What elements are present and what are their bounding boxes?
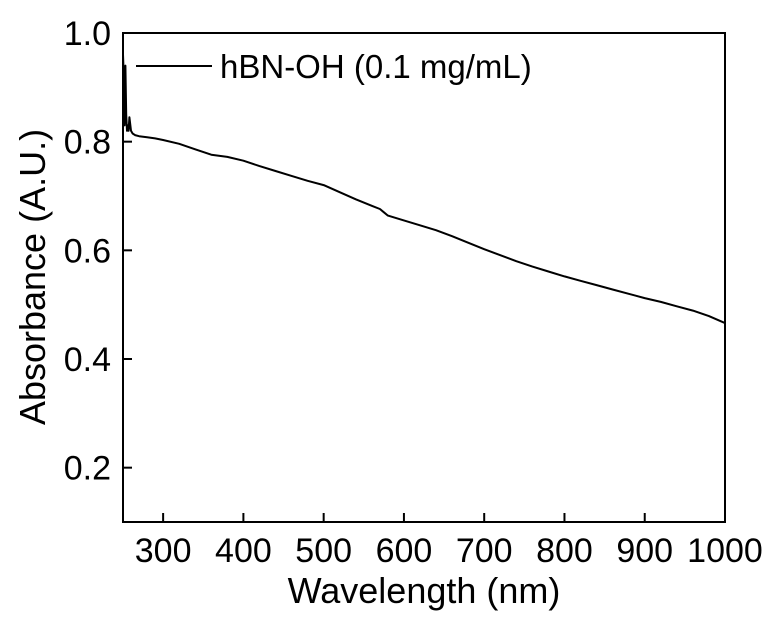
y-tick-label: 0.6 [64, 232, 111, 270]
x-tick-label: 400 [215, 532, 272, 570]
legend-label: hBN-OH (0.1 mg/mL) [220, 48, 532, 85]
y-axis: 0.2 0.4 0.6 0.8 1.0 [64, 15, 132, 488]
x-tick-label: 800 [536, 532, 593, 570]
y-tick-label: 0.2 [64, 450, 111, 488]
x-axis: 300 400 500 600 700 800 900 1000 [135, 513, 763, 570]
x-tick-label: 700 [456, 532, 513, 570]
x-axis-title: Wavelength (nm) [288, 570, 561, 611]
x-tick-label: 600 [376, 532, 433, 570]
x-tick-label: 300 [135, 532, 192, 570]
x-tick-label: 900 [616, 532, 673, 570]
y-tick-label: 0.4 [64, 341, 111, 379]
y-tick-label: 0.8 [64, 124, 111, 162]
plot-frame [122, 32, 726, 523]
x-tick-label: 500 [295, 532, 352, 570]
x-tick-label: 1000 [687, 532, 763, 570]
y-tick-label: 1.0 [64, 15, 111, 53]
series-line [122, 54, 726, 325]
y-axis-title: Absorbance (A.U.) [12, 129, 53, 425]
